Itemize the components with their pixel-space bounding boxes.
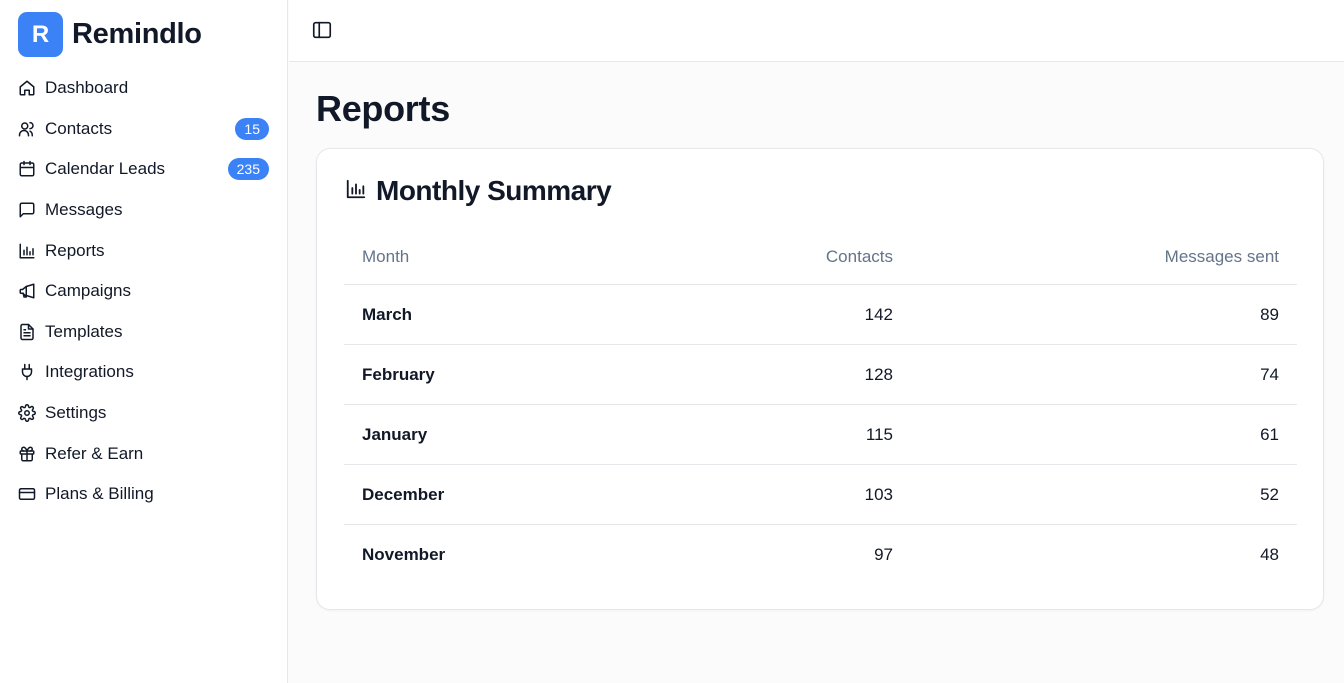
home-icon bbox=[18, 79, 36, 97]
table-header-row: Month Contacts Messages sent bbox=[344, 229, 1297, 285]
calendar-leads-count-badge: 235 bbox=[227, 158, 269, 181]
credit-card-icon bbox=[18, 485, 36, 503]
sidebar-item-templates[interactable]: Templates bbox=[0, 312, 288, 353]
sidebar-item-label: Campaigns bbox=[45, 281, 131, 301]
cell-contacts: 115 bbox=[865, 424, 893, 444]
bar-chart-icon bbox=[345, 178, 367, 205]
sidebar-item-label: Messages bbox=[45, 200, 123, 220]
sidebar-item-calendar-leads[interactable]: Calendar Leads 235 bbox=[0, 149, 288, 190]
sidebar-item-refer-earn[interactable]: Refer & Earn bbox=[0, 433, 288, 474]
sidebar-item-dashboard[interactable]: Dashboard bbox=[0, 68, 288, 109]
page-title: Reports bbox=[316, 88, 450, 129]
cell-month: March bbox=[362, 304, 413, 324]
sidebar-item-contacts[interactable]: Contacts 15 bbox=[0, 109, 288, 150]
cell-messages-sent: 52 bbox=[1260, 484, 1279, 504]
cell-messages-sent: 74 bbox=[1260, 364, 1279, 384]
brand-logo: R bbox=[18, 12, 63, 57]
calendar-icon bbox=[18, 160, 36, 178]
table-row: November 97 48 bbox=[344, 525, 1297, 585]
sidebar-item-reports[interactable]: Reports bbox=[0, 230, 288, 271]
sidebar-item-label: Contacts bbox=[45, 118, 113, 138]
sidebar-item-campaigns[interactable]: Campaigns bbox=[0, 271, 288, 312]
sidebar-item-settings[interactable]: Settings bbox=[0, 393, 288, 434]
contacts-count-badge: 15 bbox=[235, 117, 269, 140]
megaphone-icon bbox=[18, 282, 36, 300]
bar-chart-icon bbox=[18, 242, 36, 260]
cell-contacts: 97 bbox=[874, 545, 893, 564]
sidebar-item-plans-billing[interactable]: Plans & Billing bbox=[0, 474, 288, 515]
card-title: Monthly Summary bbox=[376, 175, 612, 206]
cell-messages-sent: 48 bbox=[1260, 545, 1279, 564]
column-header-messages-sent[interactable]: Messages sent bbox=[1164, 246, 1279, 266]
gift-icon bbox=[18, 445, 36, 463]
sidebar-item-label: Templates bbox=[45, 321, 123, 341]
cell-month: November bbox=[362, 545, 446, 564]
monthly-summary-card: Monthly Summary Month Contacts Messages … bbox=[316, 148, 1324, 610]
summary-table: Month Contacts Messages sent March 142 8… bbox=[344, 229, 1297, 585]
card-header: Monthly Summary bbox=[345, 175, 612, 207]
gear-icon bbox=[18, 404, 36, 422]
sidebar-item-label: Refer & Earn bbox=[45, 443, 144, 463]
sidebar-item-label: Plans & Billing bbox=[45, 484, 154, 504]
cell-month: January bbox=[362, 424, 428, 444]
column-header-month[interactable]: Month bbox=[362, 246, 410, 266]
cell-contacts: 128 bbox=[864, 364, 893, 384]
table-row: March 142 89 bbox=[344, 285, 1297, 345]
sidebar-nav: Dashboard Contacts 15 Calendar Leads 235… bbox=[0, 68, 288, 515]
sidebar-item-integrations[interactable]: Integrations bbox=[0, 352, 288, 393]
column-header-contacts[interactable]: Contacts bbox=[825, 246, 893, 266]
sidebar-item-label: Integrations bbox=[45, 362, 134, 382]
cell-month: February bbox=[362, 364, 435, 384]
sidebar-item-label: Reports bbox=[45, 240, 105, 260]
sidebar-item-label: Settings bbox=[45, 403, 107, 423]
table-row: December 103 52 bbox=[344, 465, 1297, 525]
cell-contacts: 103 bbox=[864, 484, 893, 504]
brand-name: Remindlo bbox=[72, 18, 202, 50]
sidebar-item-messages[interactable]: Messages bbox=[0, 190, 288, 231]
message-square-icon bbox=[18, 201, 36, 219]
cell-month: December bbox=[362, 484, 445, 504]
table-row: February 128 74 bbox=[344, 345, 1297, 405]
sidebar-item-label: Dashboard bbox=[45, 78, 129, 98]
topbar bbox=[289, 0, 1344, 62]
cell-contacts: 142 bbox=[864, 304, 893, 324]
sidebar: R Remindlo Dashboard Contacts 15 Calenda… bbox=[0, 0, 288, 683]
plug-icon bbox=[18, 363, 36, 381]
sidebar-item-label: Calendar Leads bbox=[45, 159, 166, 179]
brand[interactable]: R Remindlo bbox=[18, 12, 202, 57]
cell-messages-sent: 89 bbox=[1260, 304, 1279, 324]
sidebar-toggle-icon[interactable] bbox=[311, 19, 333, 41]
table-row: January 115 61 bbox=[344, 405, 1297, 465]
file-text-icon bbox=[18, 323, 36, 341]
users-icon bbox=[18, 120, 36, 138]
cell-messages-sent: 61 bbox=[1260, 424, 1279, 444]
